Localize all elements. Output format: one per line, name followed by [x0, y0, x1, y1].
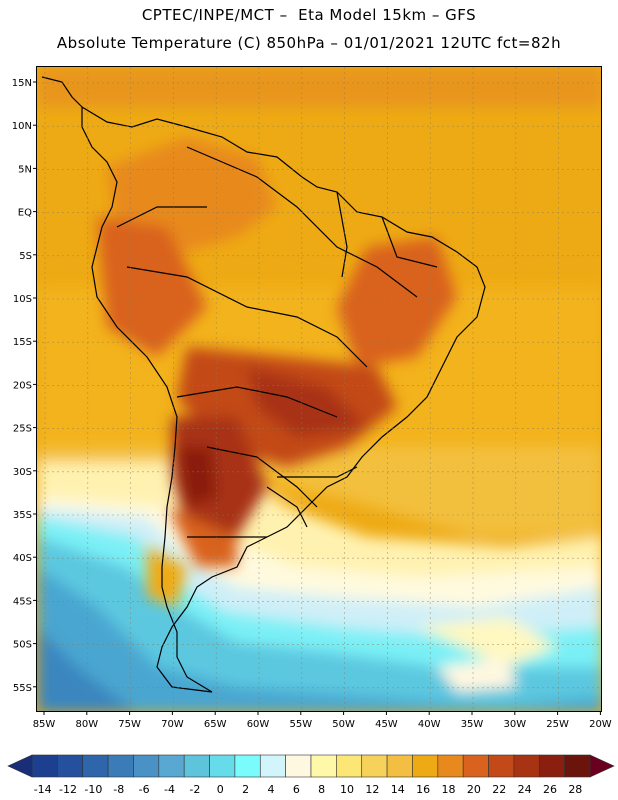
colorbar-label: 26 [543, 783, 557, 796]
colorbar-swatch [437, 754, 464, 778]
map-subtitle: Absolute Temperature (C) 850hPa – 01/01/… [56, 34, 562, 52]
colorbar-swatch [209, 754, 236, 778]
axis-labels: 15N 10N 5N EQ 5S 10S 15S 20S 25S 30S 35S 40S 45S 50S 5… [12, 78, 612, 730]
lon-label: 75W [118, 719, 141, 730]
lat-label: 40S [13, 553, 32, 564]
colorbar-swatch [310, 754, 337, 778]
lon-label: 25W [546, 719, 569, 730]
colorbar-swatch [564, 754, 591, 778]
lat-label: 10N [12, 121, 32, 132]
colorbar-swatch [234, 754, 261, 778]
colorbar-label: -2 [189, 783, 200, 796]
colorbar-swatch [57, 754, 84, 778]
colorbar-swatch [107, 754, 134, 778]
colorbar-label: 18 [442, 783, 456, 796]
colorbar-swatch [462, 754, 489, 778]
latitude-labels: 15N 10N 5N EQ 5S 10S 15S 20S 25S 30S 35S 40S 45S 50S 5… [12, 78, 36, 694]
colorbar-swatch [31, 754, 58, 778]
lon-label: 80W [75, 719, 98, 730]
colorbar-label: -4 [164, 783, 175, 796]
colorbar-label: -8 [113, 783, 124, 796]
lon-label: 70W [161, 719, 184, 730]
colorbar-label: 14 [391, 783, 405, 796]
lon-label: 40W [418, 719, 441, 730]
colorbar-label: 6 [293, 783, 300, 796]
colorbar-label: -12 [59, 783, 77, 796]
colorbar-label: 24 [518, 783, 532, 796]
lat-label: 55S [13, 683, 32, 694]
lat-label: 30S [13, 467, 32, 478]
colorbar-low-arrow [7, 754, 33, 778]
lon-label: 50W [332, 719, 355, 730]
lat-lon-grid [37, 67, 601, 711]
lon-label: 35W [461, 719, 484, 730]
colorbar-label: 20 [467, 783, 481, 796]
longitude-labels: 85W 80W 75W 70W 65W 60W 55W 50W 45W 40W 35W 30W 25W 2… [33, 712, 612, 730]
colorbar-swatch [82, 754, 109, 778]
color-legend: -14 -12 -10 -8 -6 -4 -2 0 2 4 6 8 10 12 14 16 18 20 22 24 26… [7, 754, 615, 796]
colorbar-label: 8 [318, 783, 325, 796]
colorbar-label: 10 [340, 783, 354, 796]
colorbar-label: 0 [217, 783, 224, 796]
lat-label: 10S [13, 294, 32, 305]
lon-label: 60W [247, 719, 270, 730]
heat-core [97, 137, 457, 607]
lat-label: 20S [13, 380, 32, 391]
lon-label: 85W [33, 719, 56, 730]
colorbar-swatch [488, 754, 515, 778]
map-title: CPTEC/INPE/MCT – Eta Model 15km – GFS [141, 6, 477, 24]
colorbar-high-arrow [589, 754, 615, 778]
colorbar-label: 4 [267, 783, 274, 796]
colorbar-label: 2 [242, 783, 249, 796]
colorbar-swatch [538, 754, 565, 778]
lat-label: 25S [13, 424, 32, 435]
temperature-field [37, 67, 601, 711]
colorbar-swatch [386, 754, 413, 778]
lat-label: 5N [18, 164, 32, 175]
lat-label: 15S [13, 337, 32, 348]
colorbar-swatch [285, 754, 312, 778]
lat-label: 15N [12, 78, 32, 89]
lat-label: 35S [13, 510, 32, 521]
lon-label: 20W [589, 719, 612, 730]
lat-label: 45S [13, 596, 32, 607]
colorbar-swatch [336, 754, 363, 778]
colorbar-swatch [158, 754, 185, 778]
colorbar-swatch [133, 754, 160, 778]
lon-label: 55W [289, 719, 312, 730]
colorbar-swatch [513, 754, 540, 778]
temperature-map [36, 66, 602, 712]
lat-label: 50S [13, 640, 32, 651]
colorbar-label: 22 [492, 783, 506, 796]
colorbar-label: 12 [365, 783, 379, 796]
map-canvas [37, 67, 601, 711]
colorbar-label: -14 [34, 783, 52, 796]
lat-label: 5S [19, 251, 32, 262]
colorbar-label: 16 [416, 783, 430, 796]
colorbar-swatch [183, 754, 210, 778]
lon-label: 30W [503, 719, 526, 730]
lat-label: EQ [18, 208, 32, 219]
colorbar-label: -10 [84, 783, 102, 796]
colorbar-label: 28 [568, 783, 582, 796]
lon-label: 65W [204, 719, 227, 730]
colorbar-swatch [361, 754, 388, 778]
colorbar-swatch [259, 754, 286, 778]
colorbar-label: -6 [139, 783, 150, 796]
colorbar-swatch [412, 754, 439, 778]
lon-label: 45W [375, 719, 398, 730]
